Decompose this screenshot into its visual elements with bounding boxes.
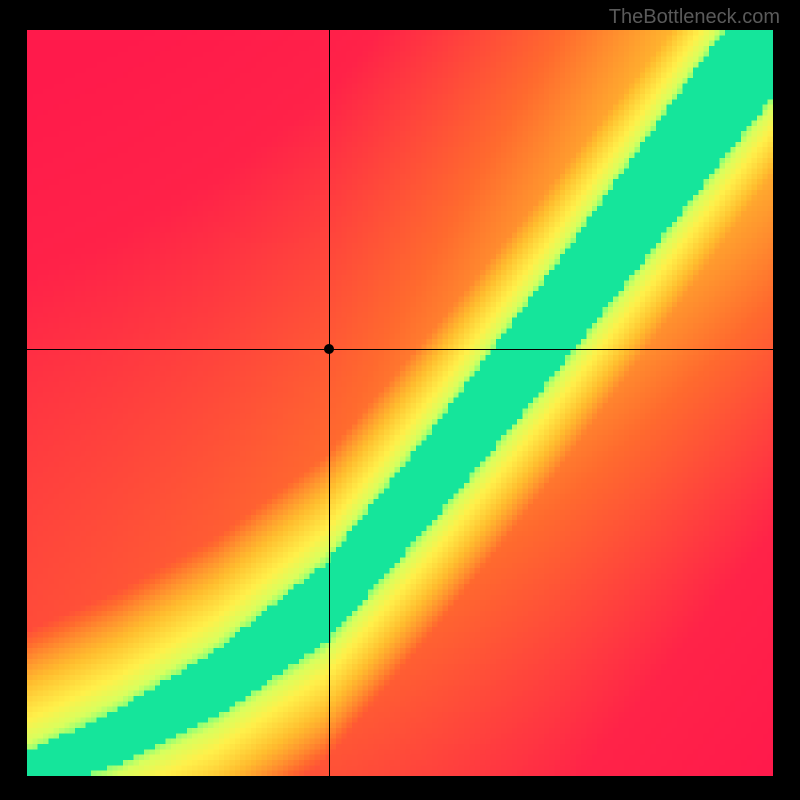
watermark-text: TheBottleneck.com bbox=[609, 6, 780, 29]
heatmap-canvas bbox=[27, 30, 773, 776]
heatmap-chart bbox=[27, 30, 773, 776]
